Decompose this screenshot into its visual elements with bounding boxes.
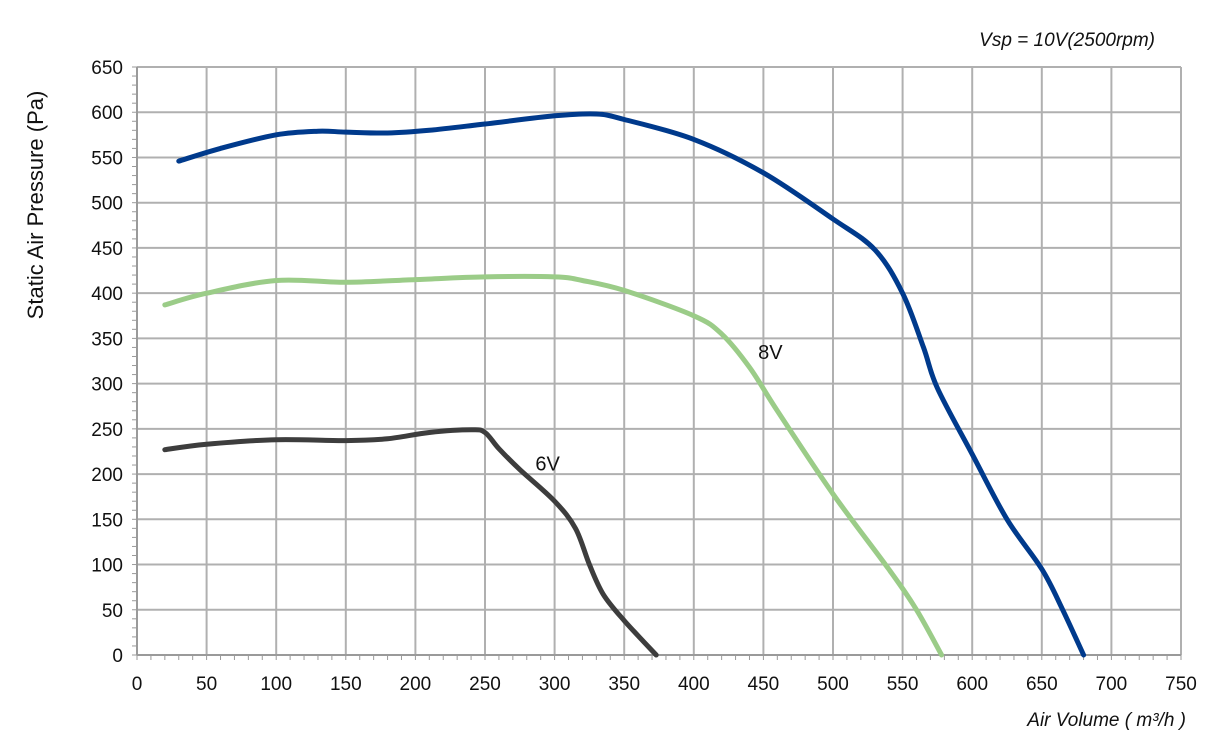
y-tick-label: 450 xyxy=(91,239,123,260)
y-tick-label: 0 xyxy=(112,646,123,667)
axes xyxy=(136,67,1181,656)
x-tick-label: 450 xyxy=(748,674,780,695)
series-group xyxy=(162,111,1087,658)
x-tick-label: 650 xyxy=(1026,674,1058,695)
series-labels: 8V 6V xyxy=(535,342,783,475)
y-tick-labels: 0 50 100 150 200 250 300 350 400 450 500 550 600 650 xyxy=(91,58,123,667)
y-tick-label: 300 xyxy=(91,375,123,396)
series-label-8V: 8V xyxy=(758,342,783,364)
y-tick-label: 250 xyxy=(91,420,123,441)
series-line-3 xyxy=(162,427,659,658)
y-tick-label: 350 xyxy=(91,329,123,350)
y-tick-label: 650 xyxy=(91,58,123,79)
x-tick-label: 50 xyxy=(196,674,217,695)
y-tick-label: 200 xyxy=(91,465,123,486)
x-tick-label: 350 xyxy=(608,674,640,695)
x-tick-label: 200 xyxy=(400,674,432,695)
x-tick-label: 250 xyxy=(469,674,501,695)
x-tick-label: 550 xyxy=(887,674,919,695)
x-tick-label: 500 xyxy=(817,674,849,695)
y-axis-title: Static Air Pressure (Pa) xyxy=(23,91,48,320)
y-tick-label: 600 xyxy=(91,103,123,124)
y-tick-label: 50 xyxy=(102,601,123,622)
y-tick-label: 400 xyxy=(91,284,123,305)
x-tick-label: 750 xyxy=(1165,674,1197,695)
top-right-annotation: Vsp = 10V(2500rpm) xyxy=(979,30,1155,51)
y-tick-label: 550 xyxy=(91,148,123,169)
series-label-6V: 6V xyxy=(535,453,560,475)
y-tick-label: 500 xyxy=(91,194,123,215)
x-tick-label: 700 xyxy=(1096,674,1128,695)
x-tick-labels: 0 50 100 150 200 250 300 350 400 450 500 550 600 650 7… xyxy=(132,674,1197,695)
series-line-1 xyxy=(162,273,945,658)
series-line-0 xyxy=(176,111,1087,658)
x-tick-label: 100 xyxy=(260,674,292,695)
grid xyxy=(137,66,1182,655)
x-axis-title: Air Volume ( m³/h ) xyxy=(1026,710,1186,731)
x-tick-label: 150 xyxy=(330,674,362,695)
x-tick-label: 400 xyxy=(678,674,710,695)
x-tick-label: 300 xyxy=(539,674,571,695)
x-tick-label: 0 xyxy=(132,674,143,695)
y-tick-label: 100 xyxy=(91,556,123,577)
x-tick-label: 600 xyxy=(956,674,988,695)
y-tick-label: 150 xyxy=(91,510,123,531)
